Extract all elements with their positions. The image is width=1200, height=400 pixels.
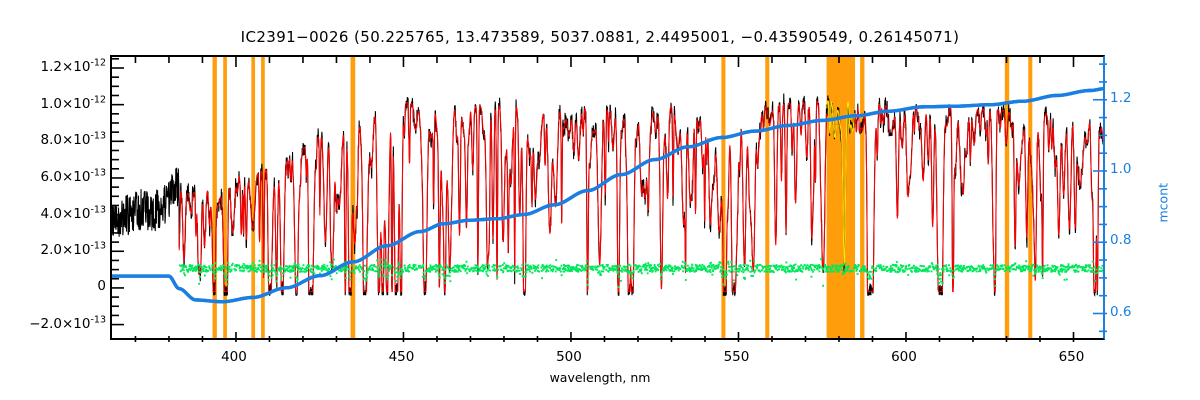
y-tick-label-left: −2.0×10-13 — [29, 313, 106, 332]
y-tick-label-left: 2.0×10-13 — [40, 240, 107, 259]
x-tick-label: 650 — [1058, 349, 1085, 365]
y-tick-label-left: 1.2×10-12 — [40, 57, 107, 75]
y-tick-label-right: 1.0 — [1110, 161, 1132, 177]
y-tick-label-left: 6.0×10-13 — [40, 167, 107, 185]
residual-layer — [178, 258, 1103, 288]
y-axis-right-ticks: 1.2 1.0 0.8 0.6 — [1110, 0, 1170, 400]
x-tick-label: 600 — [891, 349, 917, 365]
y-axis-left-ticks: 1.2×10-12 1.0×10-12 8.0×10-13 6.0×10-13 4.0×… — [0, 0, 106, 400]
y-tick-label-right: 1.2 — [1110, 89, 1132, 106]
plot-area — [112, 57, 1103, 338]
plot-frame — [110, 55, 1107, 342]
model-spectrum-layer — [178, 100, 1103, 294]
x-tick-label: 450 — [388, 349, 415, 365]
x-tick-label: 550 — [723, 349, 750, 365]
y-tick-label-left: 8.0×10-13 — [40, 130, 107, 149]
y-tick-label-right: 0.8 — [1110, 232, 1132, 249]
x-tick-label: 400 — [221, 349, 247, 365]
y-tick-label-left: 4.0×10-13 — [40, 203, 107, 222]
x-tick-label: 500 — [556, 349, 582, 365]
continuum-curve-layer — [112, 86, 1103, 304]
y-tick-label-left: 1.0×10-12 — [40, 93, 107, 112]
page-title: IC2391−0026 (50.225765, 13.473589, 5037.… — [240, 28, 960, 46]
y-tick-label-left: 0 — [97, 277, 106, 294]
x-axis-title: wavelength, nm — [549, 370, 651, 385]
y-tick-label-right: 0.6 — [1110, 303, 1132, 320]
